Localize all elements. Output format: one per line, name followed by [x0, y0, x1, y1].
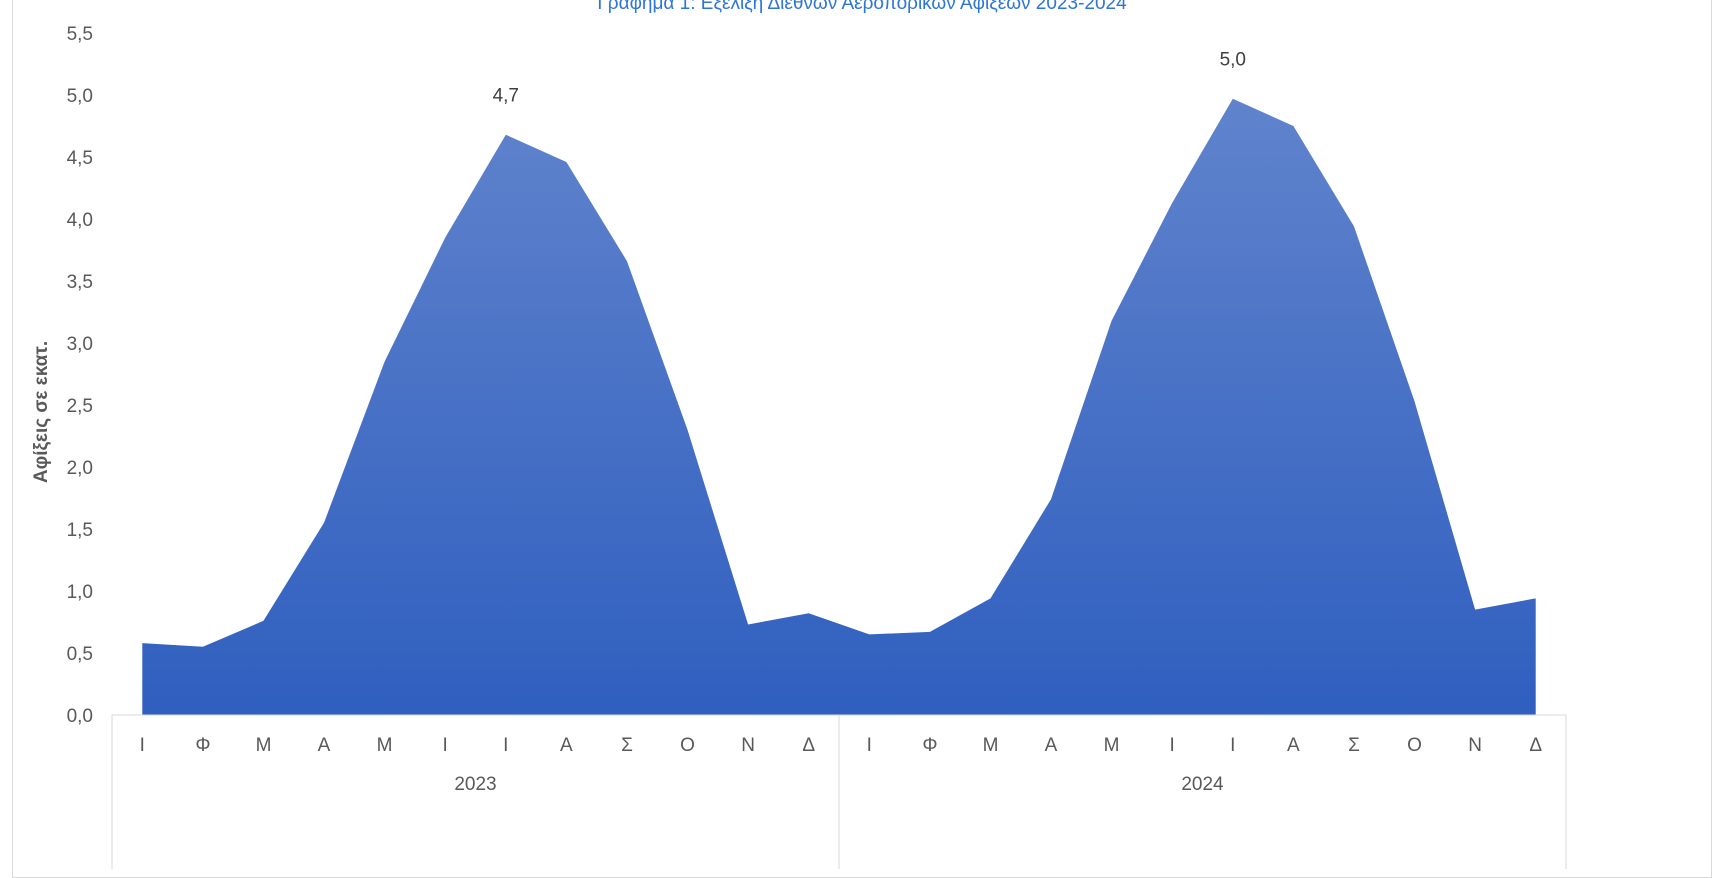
- x-tick-label: Ι: [503, 735, 508, 756]
- x-tick-label: Α: [560, 735, 573, 756]
- y-tick-label: 5,5: [67, 24, 93, 45]
- y-tick-label: 0,5: [67, 644, 93, 665]
- x-tick-label: Φ: [195, 735, 210, 756]
- x-tick-label: Μ: [1104, 735, 1120, 756]
- x-tick-label: Ο: [680, 735, 695, 756]
- x-tick-label: Σ: [1348, 735, 1360, 756]
- data-label: 5,0: [1220, 50, 1246, 71]
- x-tick-label: Ο: [1407, 735, 1422, 756]
- x-tick-label: Σ: [621, 735, 633, 756]
- x-tick-label: Α: [1045, 735, 1058, 756]
- year-group-label: 2023: [454, 774, 496, 795]
- x-tick-label: Δ: [1529, 735, 1542, 756]
- x-tick-label: Ν: [1468, 735, 1482, 756]
- y-tick-label: 1,0: [67, 582, 93, 603]
- y-tick-label: 1,5: [67, 520, 93, 541]
- x-tick-label: Ι: [443, 735, 448, 756]
- x-tick-label: Ι: [1170, 735, 1175, 756]
- x-tick-label: Φ: [922, 735, 937, 756]
- x-tick-label: Μ: [256, 735, 272, 756]
- y-tick-label: 2,5: [67, 396, 93, 417]
- y-tick-label: 3,5: [67, 272, 93, 293]
- y-tick-label: 0,0: [67, 706, 93, 727]
- x-tick-label: Α: [318, 735, 331, 756]
- x-tick-label: Μ: [377, 735, 393, 756]
- x-tick-label: Ι: [867, 735, 872, 756]
- data-label: 4,7: [493, 86, 519, 107]
- year-group-label: 2024: [1181, 774, 1224, 795]
- x-tick-label: Ι: [140, 735, 145, 756]
- chart-title: Γράφημα 1: Εξέλιξη Διεθνών Αεροπορικών Α…: [597, 0, 1127, 14]
- y-tick-label: 3,0: [67, 334, 93, 355]
- x-tick-label: Ι: [1230, 735, 1235, 756]
- x-tick-label: Α: [1287, 735, 1300, 756]
- y-tick-label: 4,5: [67, 148, 93, 169]
- y-tick-label: 4,0: [67, 210, 93, 231]
- x-tick-label: Ν: [741, 735, 755, 756]
- x-tick-label: Μ: [983, 735, 999, 756]
- y-tick-label: 2,0: [67, 458, 93, 479]
- y-tick-label: 5,0: [67, 86, 93, 107]
- area-series: [142, 98, 1536, 715]
- x-tick-label: Δ: [802, 735, 815, 756]
